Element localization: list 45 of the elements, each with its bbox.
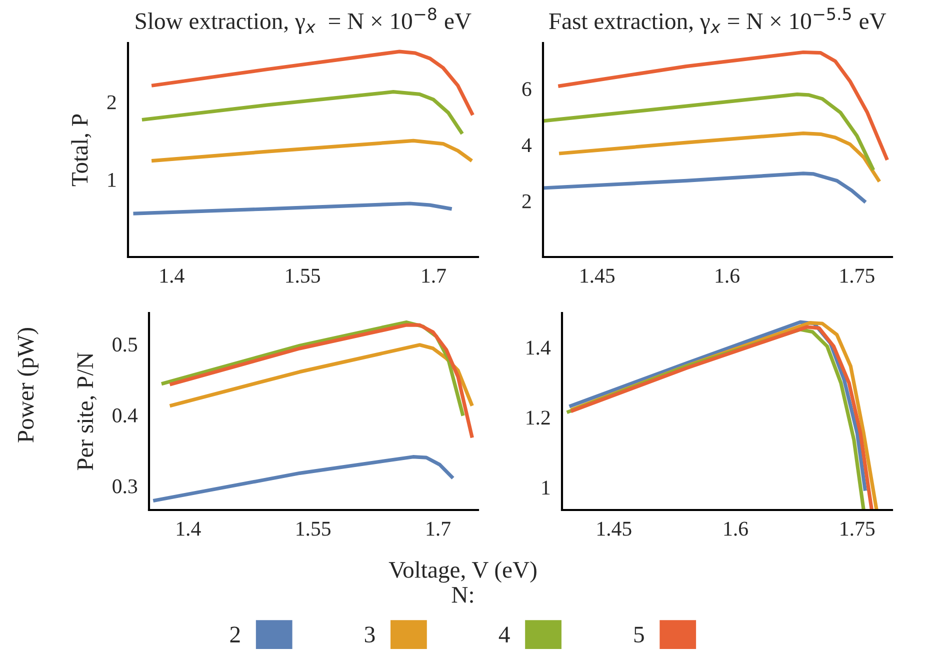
line-series: [556, 50, 890, 162]
legend-label: 4: [498, 626, 510, 642]
line-series: [150, 50, 475, 117]
y-tick-label: 0.4: [112, 408, 138, 423]
y-tick-label: 0.3: [112, 479, 138, 494]
text: Voltage, V (eV): [388, 561, 536, 583]
line-series: [168, 343, 474, 408]
y-tick-label: 6: [522, 82, 532, 96]
x-tick-label: 1.55: [296, 522, 330, 536]
x-tick-label: 1.45: [580, 268, 615, 283]
legend-label: 2: [230, 626, 240, 642]
line-series: [557, 132, 882, 184]
x-tick-label: 1.7: [426, 522, 450, 536]
legend-title: N:: [452, 587, 473, 603]
text: Power (pW): [17, 328, 38, 442]
y-tick-label: 1: [108, 172, 116, 187]
chart-title: Slow extraction, γ$_{x}$ = N × 10$^{−8}$ eV: [136, 8, 472, 34]
y-tick-label: 2: [522, 194, 531, 208]
line-series: [543, 92, 876, 172]
x-tick-label: 1.6: [716, 268, 740, 283]
chart-title: Fast extraction, γ$_{x}$ = N × 10$^{−5.5}$ eV: [549, 8, 886, 34]
y-tick-label: 2: [107, 95, 116, 110]
line-series: [140, 90, 464, 136]
y-tick-label: 1.4: [526, 340, 551, 355]
x-tick-label: 1.6: [724, 522, 748, 536]
x-tick-label: 1.7: [422, 268, 446, 283]
line-series: [150, 138, 474, 163]
line-series: [543, 172, 868, 204]
x-tick-label: 1.4: [160, 268, 184, 283]
y-tick-label: 4: [522, 138, 532, 152]
x-tick-label: 1.75: [840, 268, 874, 283]
x-tick-label: 1.45: [597, 522, 632, 536]
line-series: [168, 323, 474, 440]
x-tick-label: 1.55: [286, 268, 320, 283]
legend-label: 3: [364, 626, 375, 643]
y-axis-title: Total, P: [71, 114, 92, 186]
y-tick-label: 0.5: [112, 338, 138, 352]
x-tick-label: 1.75: [840, 522, 875, 536]
x-tick-label: 1.4: [176, 522, 201, 536]
line-series: [151, 455, 455, 503]
legend-label: 5: [634, 626, 644, 643]
y-tick-label: 1: [542, 480, 550, 494]
y-tick-label: 1.2: [526, 410, 550, 425]
y-axis-title: Per site, P/N: [77, 352, 97, 470]
line-series: [131, 202, 454, 216]
